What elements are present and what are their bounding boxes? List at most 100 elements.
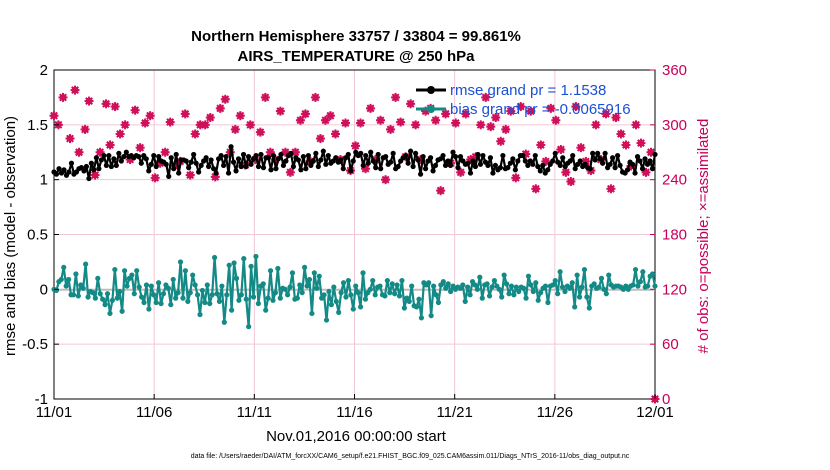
rmse-point	[485, 162, 491, 169]
bias-point	[418, 315, 425, 321]
bias-point	[92, 295, 98, 301]
bias-point	[350, 306, 356, 312]
rmse-point	[288, 150, 294, 156]
rmse-point	[365, 160, 371, 166]
x-tick-label: 11/16	[336, 404, 372, 421]
bias-point	[489, 284, 495, 290]
bias-point	[640, 269, 646, 275]
rmse-point	[338, 157, 344, 163]
rmse-point	[103, 162, 109, 169]
bias-point	[333, 298, 339, 304]
bias-point	[401, 305, 407, 311]
bias-point	[584, 294, 590, 300]
rmse-point	[405, 160, 411, 166]
obs-count-point	[591, 120, 601, 130]
rmse-point	[363, 152, 369, 159]
bias-point	[362, 296, 369, 302]
bias-point	[229, 307, 235, 313]
rmse-point	[66, 169, 72, 175]
bias-point	[406, 298, 412, 304]
obs-count-point	[90, 170, 100, 180]
rmse-point	[470, 158, 476, 164]
bias-point	[153, 299, 159, 306]
bias-point	[156, 280, 162, 286]
bias-point	[211, 254, 218, 261]
bias-point	[435, 299, 442, 306]
obs-count-point	[396, 117, 406, 127]
rmse-point	[647, 158, 653, 164]
rmse-point	[472, 163, 479, 170]
rmse-point	[98, 157, 104, 163]
bias-point	[100, 296, 106, 302]
bias-point	[289, 270, 296, 276]
rmse-point	[123, 149, 129, 155]
obs-count-point	[330, 129, 340, 139]
rmse-point	[245, 154, 252, 160]
rmse-point	[592, 157, 598, 163]
bias-point	[233, 275, 240, 281]
bias-point	[243, 296, 249, 302]
bias-point	[114, 295, 120, 301]
right-y-axis-label: # of obs: o=possible; ×=assimilated	[695, 119, 712, 354]
bias-point	[345, 277, 352, 284]
rmse-point	[375, 151, 381, 158]
rmse-point	[56, 166, 62, 172]
rmse-point	[408, 148, 414, 154]
obs-count-point	[496, 136, 506, 146]
rmse-point	[629, 161, 636, 167]
obs-count-point	[215, 103, 225, 113]
rmse-point	[191, 151, 197, 158]
rmse-point	[295, 157, 301, 163]
rmse-point	[203, 155, 209, 161]
y-tick-label-right: 240	[662, 172, 687, 189]
bias-point	[409, 283, 415, 289]
bias-point	[525, 273, 532, 279]
rmse-point	[91, 167, 97, 173]
bias-point	[180, 295, 186, 301]
rmse-point	[410, 163, 416, 170]
obs-count-point	[541, 156, 551, 166]
obs-count-point	[506, 106, 516, 116]
rmse-point	[510, 156, 516, 162]
bias-point	[314, 285, 320, 291]
rmse-point	[298, 167, 304, 173]
bias-point	[282, 286, 288, 292]
obs-count-point	[356, 118, 366, 128]
obs-count-point	[561, 167, 571, 177]
obs-count-point	[486, 122, 496, 132]
bias-point	[465, 284, 471, 290]
bias-point	[635, 283, 641, 289]
rmse-point	[452, 154, 459, 160]
rmse-point	[106, 152, 112, 159]
bias-point	[448, 288, 454, 295]
obs-count-point	[285, 167, 295, 177]
obs-count-point	[205, 113, 215, 123]
bias-point	[472, 282, 478, 288]
bias-point	[559, 284, 566, 290]
left-y-axis-label: rmse and bias (model - observation)	[2, 116, 19, 356]
obs-count-point	[325, 111, 335, 121]
bias-point	[550, 282, 556, 288]
rmse-point	[512, 167, 518, 173]
bias-point	[598, 275, 605, 281]
bias-point	[445, 281, 451, 287]
x-axis-label: Nov.01,2016 00:00:00 start	[266, 428, 447, 445]
obs-count-point	[386, 124, 396, 134]
y-tick-label-right: 60	[662, 336, 679, 353]
rmse-point	[388, 159, 394, 165]
rmse-point	[465, 160, 471, 166]
obs-count-point	[80, 124, 90, 134]
bias-point	[134, 268, 140, 274]
bias-point	[392, 291, 398, 297]
rmse-point	[93, 155, 99, 161]
bias-point	[299, 290, 305, 296]
rmse-point	[228, 144, 234, 150]
bias-point	[304, 283, 310, 289]
obs-count-point	[135, 143, 145, 153]
bias-point	[75, 293, 81, 299]
bias-point	[579, 284, 585, 290]
bias-point	[241, 256, 247, 262]
bias-point	[309, 310, 315, 317]
bias-point	[484, 281, 490, 287]
bias-point	[513, 284, 519, 290]
